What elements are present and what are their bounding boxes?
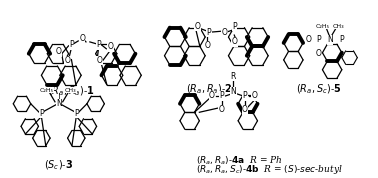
Text: O: O <box>204 41 210 50</box>
Text: P: P <box>243 91 247 100</box>
Text: N: N <box>56 99 62 108</box>
Text: P: P <box>74 109 79 118</box>
Text: O: O <box>195 22 200 31</box>
Text: P: P <box>207 28 211 37</box>
Text: P: P <box>69 40 74 49</box>
Text: O: O <box>219 105 225 114</box>
Text: O: O <box>97 56 102 65</box>
Text: P: P <box>316 35 321 44</box>
Text: N: N <box>231 87 236 96</box>
Text: $(S_c)$-$\mathbf{3}$: $(S_c)$-$\mathbf{3}$ <box>44 159 73 172</box>
Text: O: O <box>316 49 322 58</box>
Text: O: O <box>222 28 228 37</box>
Text: P: P <box>232 22 237 31</box>
Text: R: R <box>231 72 236 81</box>
Text: P: P <box>96 40 101 49</box>
Text: $(R_a,S_c)$-$\mathbf{5}$: $(R_a,S_c)$-$\mathbf{5}$ <box>296 82 341 96</box>
Text: O: O <box>65 56 71 65</box>
Text: N: N <box>327 35 333 44</box>
Text: $(R_a,R_a)$-$\mathbf{1}$: $(R_a,R_a)$-$\mathbf{1}$ <box>48 84 95 98</box>
Text: P: P <box>39 109 44 118</box>
Text: O: O <box>242 105 248 114</box>
Text: CH₃: CH₃ <box>332 24 344 29</box>
Text: P: P <box>219 91 224 100</box>
Text: $(R_a,R_a)$-$\mathbf{4a}$  R = Ph: $(R_a,R_a)$-$\mathbf{4a}$ R = Ph <box>197 155 283 167</box>
Text: O: O <box>209 91 215 100</box>
Text: CH₃: CH₃ <box>65 88 76 93</box>
Text: C₂H₅: C₂H₅ <box>316 24 330 29</box>
Text: $(R_a,R_a)$-$\mathbf{2}$: $(R_a,R_a)$-$\mathbf{2}$ <box>186 82 232 96</box>
Text: O: O <box>107 42 113 51</box>
Text: O: O <box>56 47 62 56</box>
Text: O: O <box>306 35 312 44</box>
Text: C₂H₅: C₂H₅ <box>39 88 53 93</box>
Text: O: O <box>231 37 237 46</box>
Text: $(R_a,R_a,S_c)$-$\mathbf{4b}$  R = $(S)$-$\mathit{sec}$-butyl: $(R_a,R_a,S_c)$-$\mathbf{4b}$ R = $(S)$-… <box>197 163 343 176</box>
Text: P: P <box>339 35 344 44</box>
Text: O: O <box>79 35 85 43</box>
Text: O: O <box>252 91 257 100</box>
